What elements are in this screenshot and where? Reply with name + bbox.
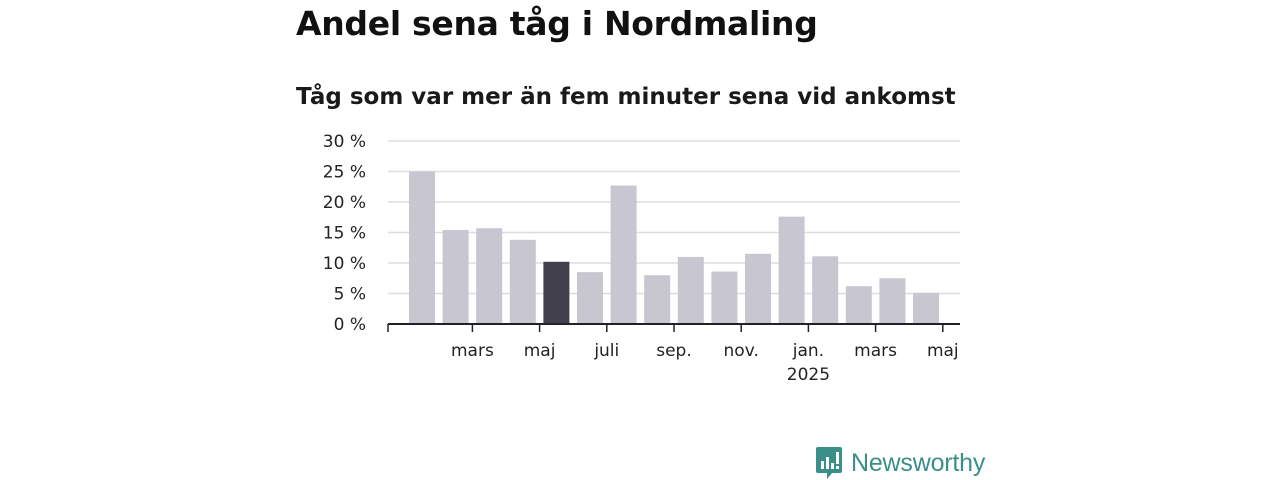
y-tick-label: 5 % (334, 285, 366, 305)
newsworthy-logo-text: Newsworthy (851, 448, 986, 477)
bar-2024-12 (778, 216, 805, 324)
y-tick-label: 10 % (323, 254, 366, 274)
bar-2025-04 (913, 292, 939, 324)
bar-2024-10 (711, 271, 738, 324)
grid-lines (388, 140, 960, 295)
y-axis-labels: 0 % 5 % 10 % 15 % 20 % 25 % 30 % (323, 132, 366, 335)
bar-2024-08 (644, 275, 671, 324)
bar-2024-03 (476, 228, 503, 324)
x-tick-label: maj (524, 341, 556, 361)
x-tick-label: mars (451, 341, 494, 361)
y-tick-label: 30 % (323, 132, 366, 152)
bar-2025-02 (845, 286, 872, 324)
bar-2024-09 (677, 256, 704, 324)
bar-2024-04 (509, 239, 536, 324)
x-tick-label: jan. (792, 341, 824, 361)
x-tick-label: maj (927, 341, 959, 361)
newsworthy-logo: Newsworthy (815, 446, 985, 480)
bar-2024-07 (610, 185, 637, 324)
bar-2024-11 (745, 253, 771, 324)
x-tick-label: juli (593, 341, 619, 361)
x-axis-labels: mars maj juli sep. nov. jan. 2025 mars maj (451, 341, 959, 385)
y-tick-label: 15 % (323, 224, 366, 244)
chart-title: Andel sena tåg i Nordmaling (296, 4, 818, 43)
bar-2025-01 (812, 256, 839, 324)
y-tick-label: 20 % (323, 193, 366, 213)
bar-2024-02 (442, 230, 469, 324)
bar-chart: 0 % 5 % 10 % 15 % 20 % 25 % 30 % mars maj juli se… (323, 132, 960, 385)
x-tick-label: nov. (724, 341, 759, 361)
bar-2024-05 (543, 261, 570, 324)
newsworthy-logo-icon (816, 447, 842, 479)
x-tick-sublabel: 2025 (787, 365, 830, 385)
x-tick-label: mars (854, 341, 897, 361)
y-tick-label: 0 % (334, 315, 366, 335)
x-tick-label: sep. (656, 341, 692, 361)
bar-2024-06 (577, 272, 603, 324)
bar-2025-03 (879, 278, 906, 324)
x-axis (387, 323, 960, 332)
y-tick-label: 25 % (323, 163, 366, 183)
bars (409, 171, 939, 324)
chart-subtitle: Tåg som var mer än fem minuter sena vid … (296, 84, 956, 110)
bar-2024-01 (409, 171, 435, 324)
